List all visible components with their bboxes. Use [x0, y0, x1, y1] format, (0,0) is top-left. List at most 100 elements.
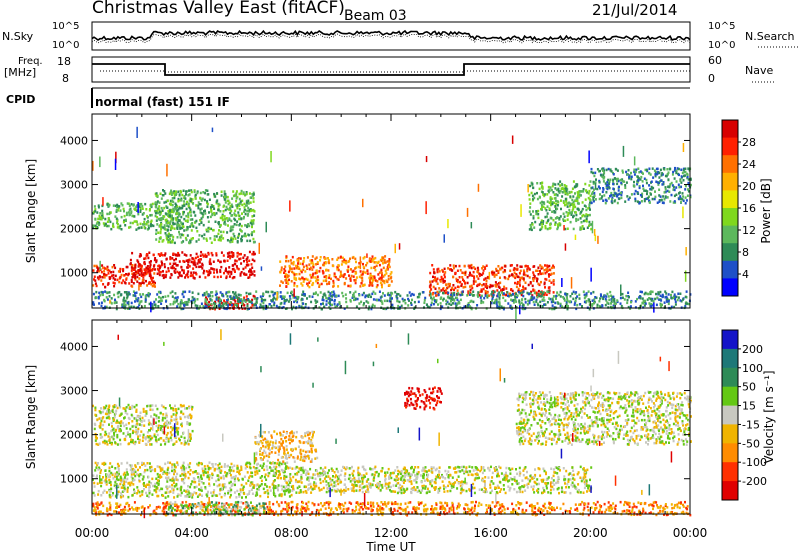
data-cell: [144, 442, 147, 446]
data-cell: [211, 205, 214, 208]
data-cell: [382, 307, 385, 310]
data-cell: [624, 186, 627, 189]
data-cell: [216, 275, 219, 279]
data-cell: [111, 265, 114, 269]
data-cell: [323, 275, 326, 279]
data-cell: [667, 185, 670, 188]
data-cell: [667, 302, 670, 306]
data-cell: [150, 427, 152, 430]
data-cell: [521, 298, 523, 301]
data-cell: [379, 281, 382, 285]
data-cell: [94, 282, 97, 285]
data-cell: [167, 461, 169, 464]
data-cell: [213, 275, 216, 279]
data-cell: [195, 252, 198, 256]
data-cell: [231, 466, 234, 469]
data-cell: [251, 215, 254, 218]
data-cell: [474, 280, 477, 283]
data-cell: [169, 303, 172, 306]
data-cell: [153, 433, 156, 436]
data-cell: [590, 186, 593, 190]
data-cell: [157, 428, 160, 432]
data-cell: [584, 219, 586, 222]
data-cell: [593, 302, 595, 305]
data-cell: [130, 407, 133, 410]
data-cell: [341, 291, 344, 295]
data-cell: [158, 273, 161, 277]
data-cell: [193, 301, 196, 304]
data-cell: [245, 191, 248, 194]
data-cell: [139, 206, 142, 210]
data-cell: [313, 292, 316, 295]
data-cell: [493, 301, 496, 305]
data-cell: [188, 298, 190, 301]
data-cell: [134, 291, 136, 295]
data-cell: [139, 300, 142, 304]
data-cell: [157, 426, 160, 430]
data-cell: [137, 202, 139, 213]
data-cell: [158, 217, 161, 221]
data-cell: [173, 418, 176, 421]
data-cell: [552, 272, 555, 275]
data-cell: [138, 226, 141, 230]
data-cell: [215, 292, 218, 296]
data-cell: [579, 212, 582, 215]
data-cell: [171, 290, 174, 293]
data-cell: [161, 254, 164, 257]
data-cell: [174, 430, 177, 434]
data-cell: [127, 211, 130, 214]
data-cell: [296, 285, 299, 288]
data-cell: [561, 305, 563, 308]
data-cell: [193, 189, 196, 192]
data-cell: [518, 299, 521, 302]
data-cell: [173, 194, 176, 197]
data-cell: [137, 489, 140, 492]
data-cell: [615, 177, 618, 181]
data-cell: [398, 300, 401, 304]
data-cell: [662, 182, 665, 186]
data-cell: [190, 189, 193, 192]
data-cell: [536, 197, 539, 201]
data-cell: [687, 167, 690, 170]
data-cell: [625, 294, 628, 298]
data-cell: [648, 201, 651, 204]
data-cell: [602, 169, 604, 172]
data-cell: [576, 191, 579, 194]
data-cell: [102, 216, 105, 220]
data-cell: [349, 291, 352, 294]
data-cell: [655, 303, 658, 307]
data-cell: [290, 290, 293, 294]
data-cell: [589, 194, 592, 198]
data-cell: [390, 280, 393, 283]
data-cell: [211, 253, 214, 257]
data-cell: [552, 265, 555, 269]
data-cell: [317, 278, 320, 282]
data-cell: [197, 292, 200, 296]
data-cell: [280, 295, 282, 298]
data-cell: [598, 187, 601, 190]
data-cell: [555, 297, 557, 300]
data-cell: [648, 171, 651, 175]
data-cell: [109, 299, 111, 304]
freq-label: Freq.: [18, 56, 43, 67]
data-cell: [328, 294, 331, 297]
data-cell: [232, 469, 235, 473]
data-cell: [186, 303, 189, 306]
data-cell: [662, 195, 665, 198]
data-cell: [458, 276, 461, 279]
data-cell: [574, 205, 577, 209]
data-cell: [169, 257, 172, 261]
data-cell: [448, 296, 451, 300]
data-cell: [132, 424, 135, 428]
data-cell: [235, 294, 238, 297]
data-cell: [205, 239, 208, 242]
data-cell: [477, 295, 479, 298]
data-cell: [530, 290, 533, 294]
data-cell: [130, 203, 133, 206]
data-cell: [95, 442, 98, 446]
data-cell: [209, 271, 212, 274]
data-cell: [226, 199, 229, 203]
data-cell: [215, 296, 218, 299]
data-cell: [225, 205, 228, 209]
data-cell: [120, 429, 122, 432]
